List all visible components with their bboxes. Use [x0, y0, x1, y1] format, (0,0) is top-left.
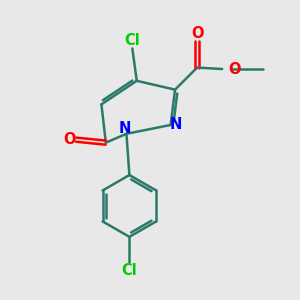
- Text: N: N: [170, 118, 182, 133]
- Text: O: O: [191, 26, 203, 41]
- Text: Cl: Cl: [124, 33, 140, 48]
- Text: N: N: [119, 121, 131, 136]
- Text: Cl: Cl: [122, 262, 137, 278]
- Text: O: O: [228, 61, 241, 76]
- Text: O: O: [63, 132, 75, 147]
